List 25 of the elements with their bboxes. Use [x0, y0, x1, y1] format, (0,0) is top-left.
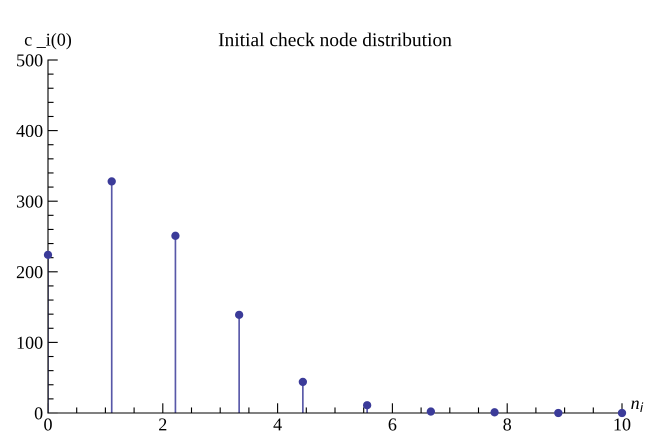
y-tick-label: 300: [16, 195, 42, 208]
x-tick-label: 2: [159, 418, 166, 430]
point: [554, 408, 562, 418]
y-tick-label: 500: [17, 54, 42, 66]
point: [44, 250, 52, 260]
point: [426, 407, 436, 416]
x-tick-label: 4: [273, 418, 282, 430]
y-axis-title: c _i(0): [24, 33, 72, 50]
point: [108, 177, 116, 186]
point: [298, 378, 308, 386]
point: [490, 408, 499, 416]
point: [171, 232, 180, 240]
chart-title: Initial check node distribution: [218, 32, 452, 46]
y-tick-label: 0: [34, 407, 42, 420]
point: [618, 408, 626, 418]
y-tick-label: 200: [16, 266, 42, 278]
y-tick-label: 400: [16, 124, 42, 138]
x-tick-label: 6: [388, 418, 396, 431]
x-tick-label: 10: [614, 418, 630, 431]
y-tick-label: 100: [18, 336, 42, 349]
x-axis-title: n$_{i}$: [631, 400, 644, 412]
point: [362, 401, 372, 410]
point: [234, 310, 244, 320]
x-tick-label: 0: [44, 418, 52, 431]
x-tick-label: 8: [503, 418, 512, 431]
